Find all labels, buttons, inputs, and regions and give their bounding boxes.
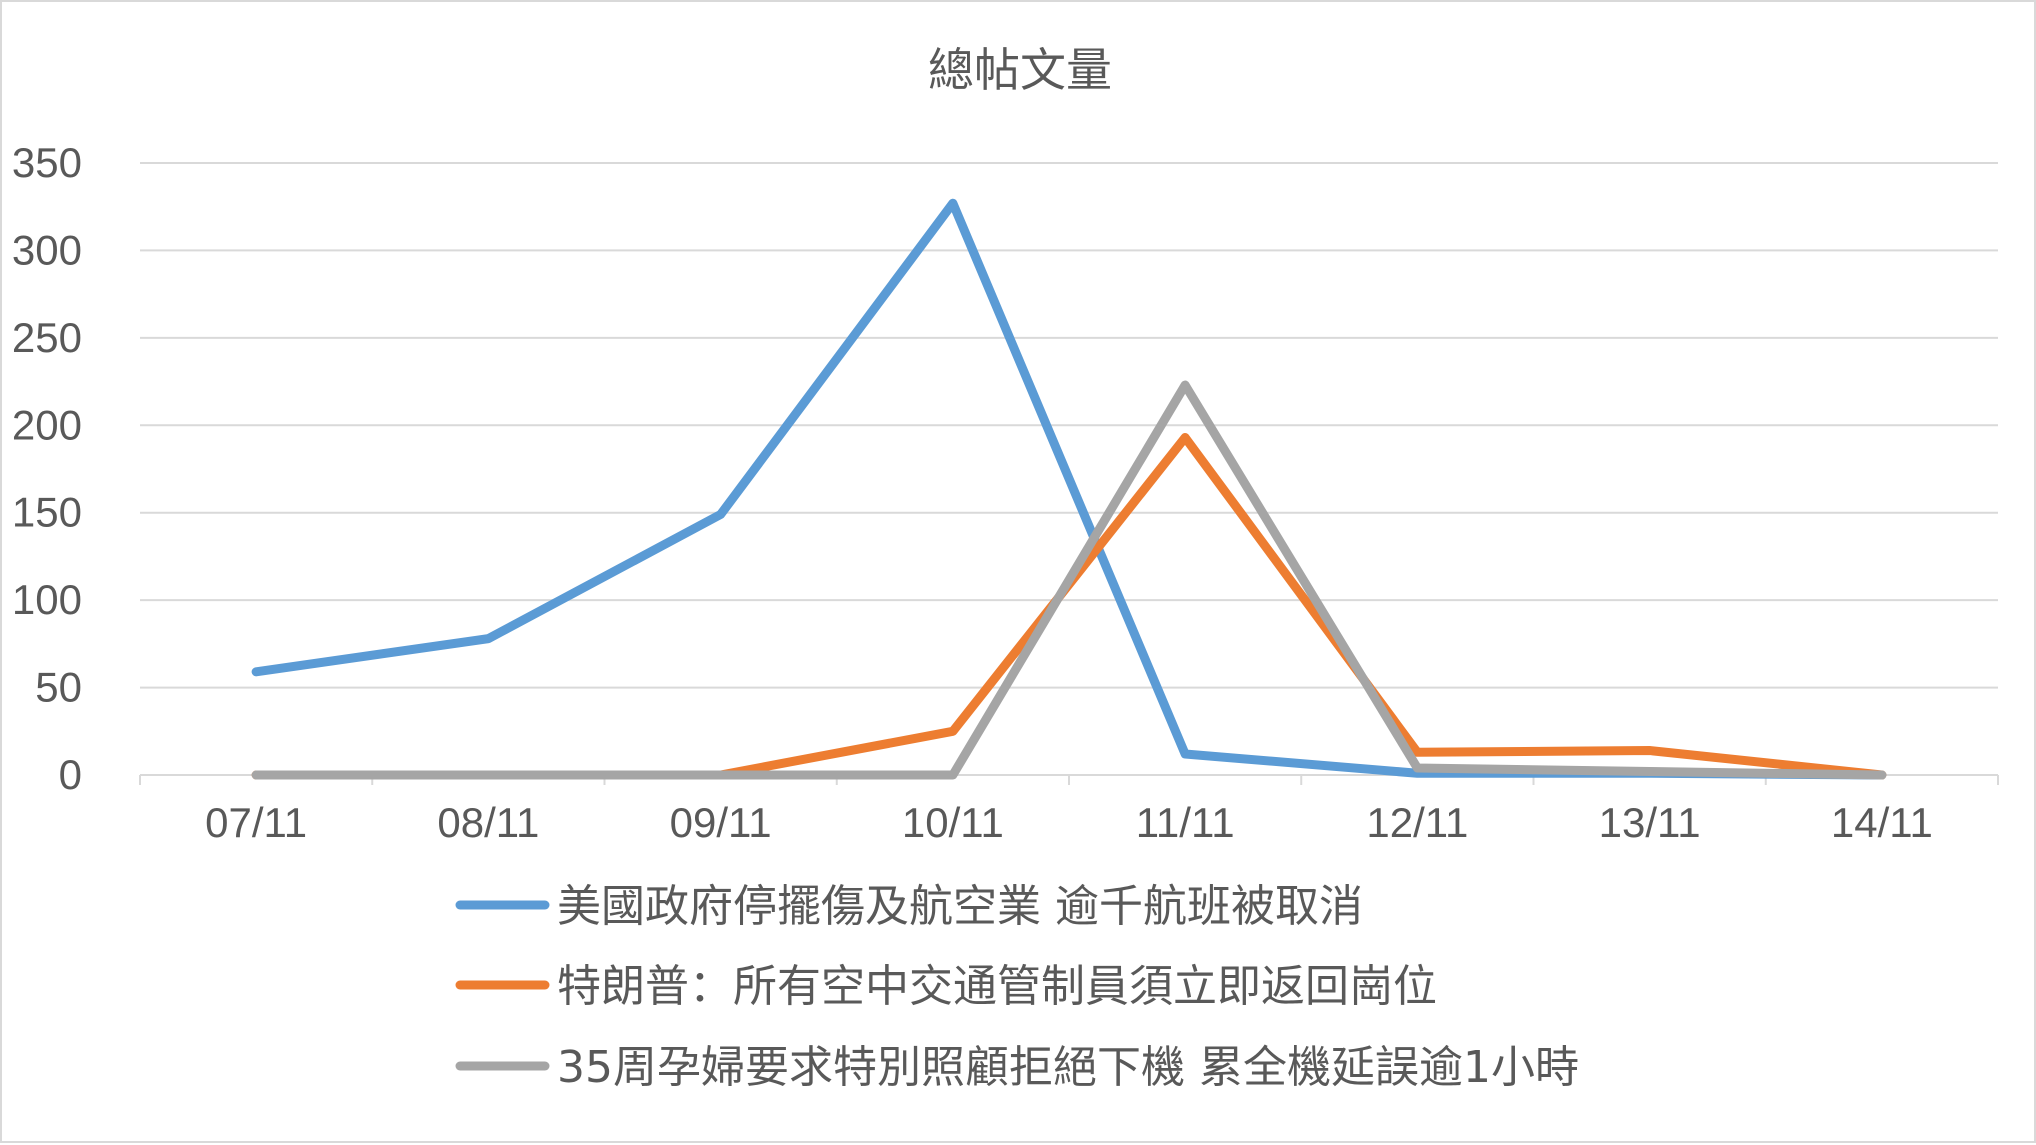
- x-tick-label: 14/11: [1831, 799, 1933, 846]
- legend-label: 35周孕婦要求特別照顧拒絕下機 累全機延誤逾1小時: [557, 1042, 1579, 1093]
- x-tick-label: 07/11: [205, 799, 307, 846]
- y-tick-label: 350: [12, 139, 82, 186]
- y-tick-label: 50: [35, 664, 82, 711]
- y-tick-label: 200: [12, 401, 82, 448]
- y-tick-label: 0: [59, 751, 82, 798]
- y-tick-label: 100: [12, 576, 82, 623]
- series-line-1: [251, 198, 1887, 780]
- x-tick-label: 13/11: [1599, 799, 1701, 846]
- chart-title: 總帖文量: [928, 43, 1112, 97]
- legend-label: 特朗普：所有空中交通管制員須立即返回崗位: [557, 961, 1437, 1012]
- x-tick-label: 10/11: [902, 799, 1004, 846]
- gridlines: [140, 162, 1998, 689]
- y-tick-label: 300: [12, 226, 82, 273]
- series-lines: [251, 198, 1887, 780]
- series-line-3: [251, 380, 1887, 780]
- y-tick-label: 150: [12, 489, 82, 536]
- x-tick-label: 12/11: [1366, 799, 1468, 846]
- legend-label: 美國政府停擺傷及航空業 逾千航班被取消: [557, 881, 1363, 932]
- y-tick-label: 250: [12, 314, 82, 361]
- axes: 0 50 100 150 200 250 300 350 07/11 08/11 09/11 10/1…: [12, 139, 1999, 846]
- x-tick-label: 09/11: [670, 799, 772, 846]
- x-tick-label: 08/11: [437, 799, 539, 846]
- x-tick-label: 11/11: [1136, 799, 1235, 846]
